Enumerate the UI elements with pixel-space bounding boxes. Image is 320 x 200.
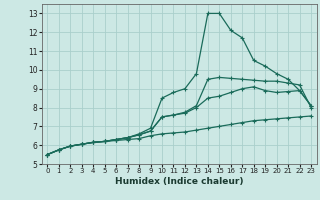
X-axis label: Humidex (Indice chaleur): Humidex (Indice chaleur) — [115, 177, 244, 186]
